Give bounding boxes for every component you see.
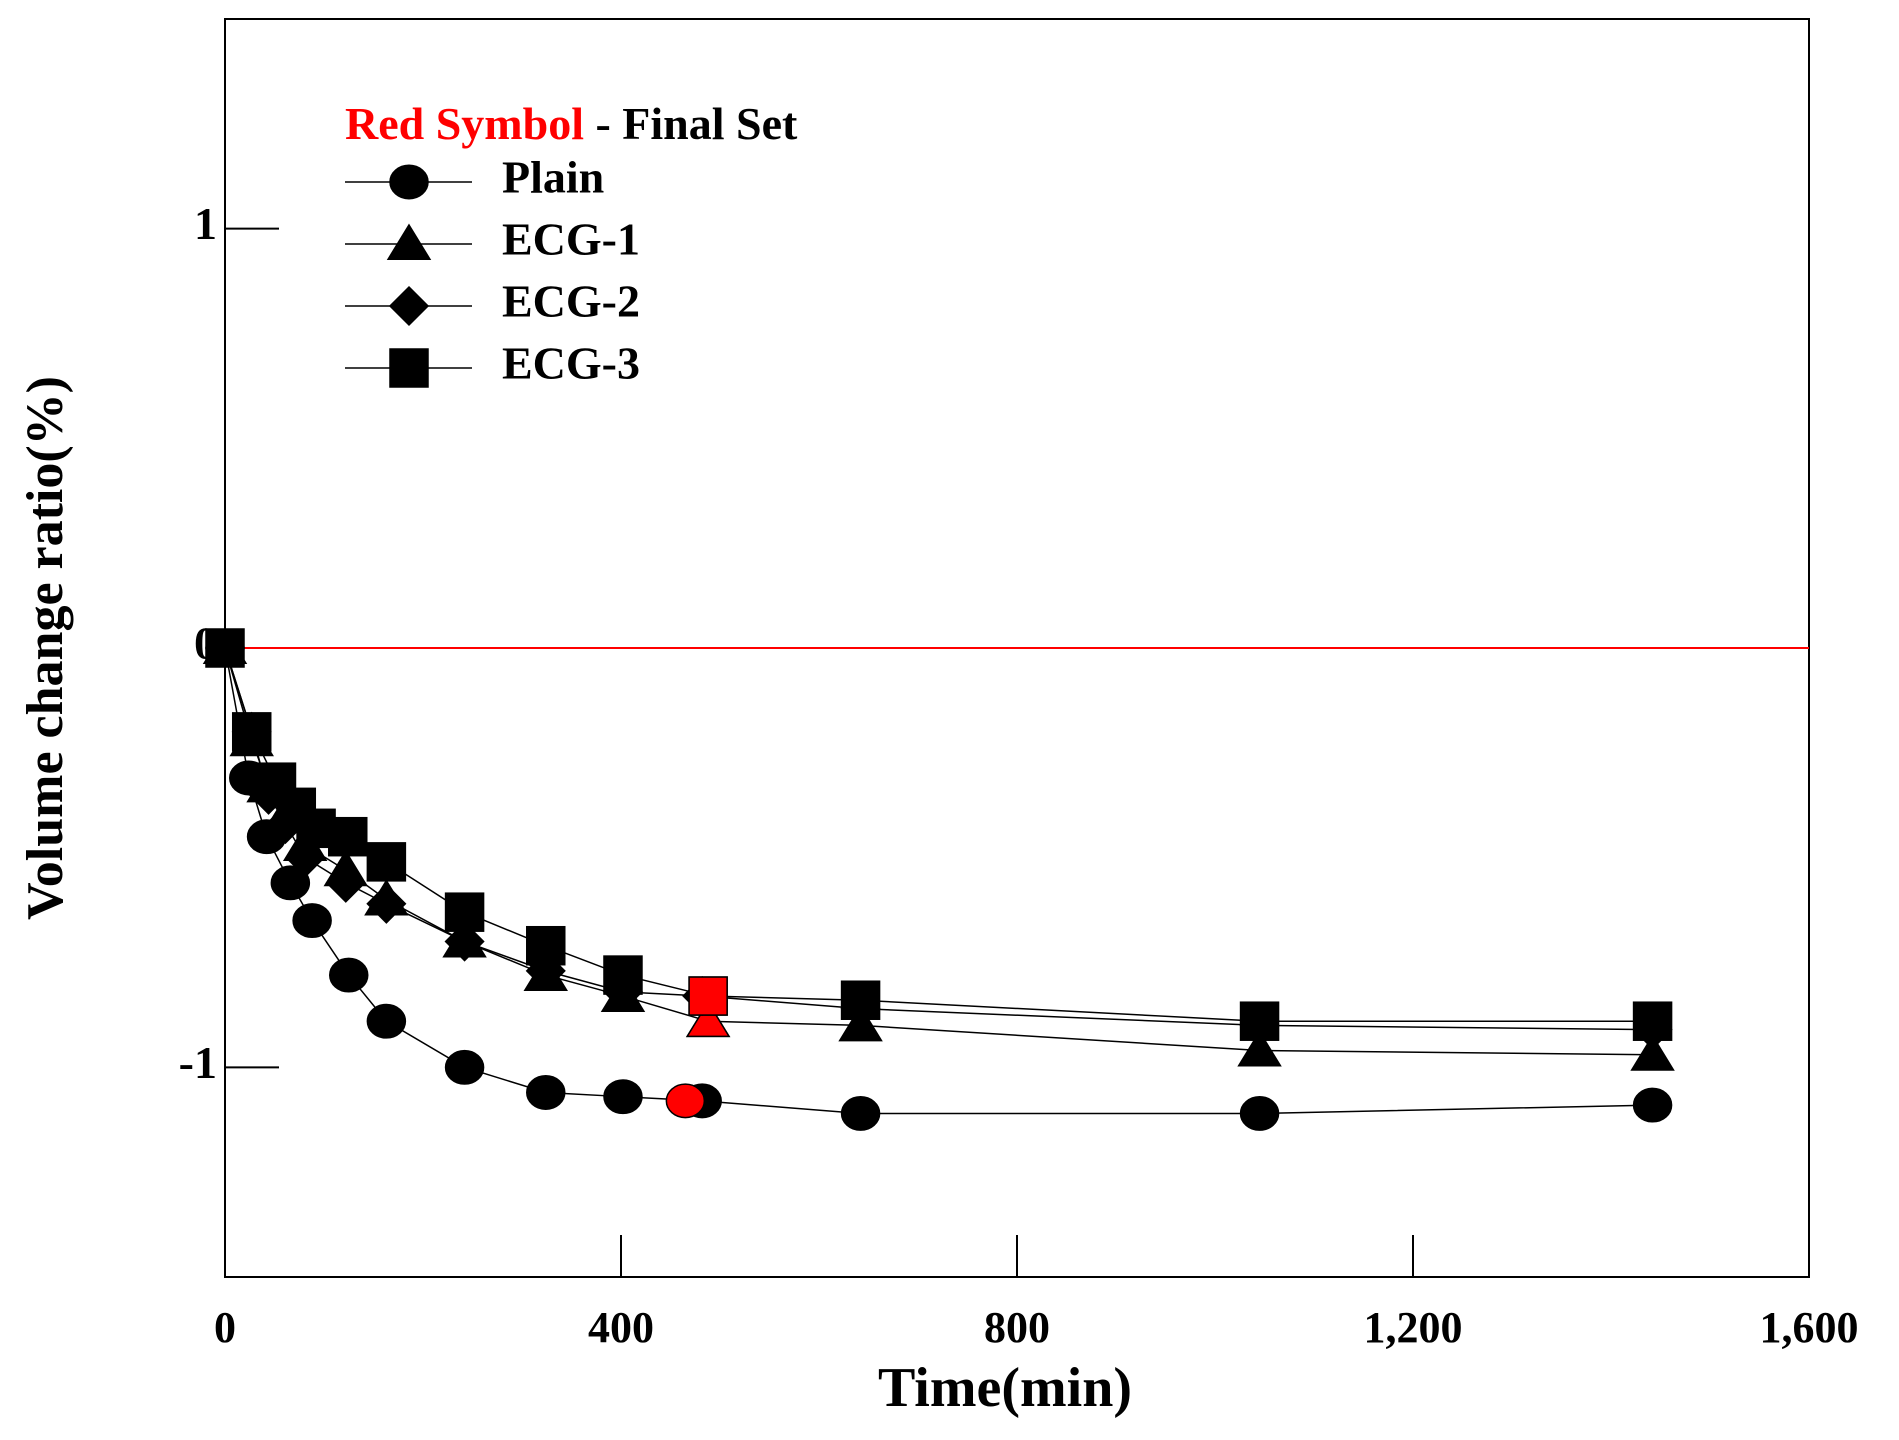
marker	[665, 1083, 706, 1119]
marker	[1632, 1087, 1673, 1123]
legend-label: ECG-1	[502, 214, 640, 265]
marker	[205, 628, 245, 668]
x-tick-label: 800	[984, 1303, 1050, 1352]
series-line	[224, 647, 1653, 1022]
marker	[444, 1049, 485, 1085]
series-line	[224, 647, 1653, 1115]
marker	[688, 976, 728, 1016]
marker	[603, 955, 643, 995]
legend-marker	[389, 164, 429, 200]
marker	[1237, 1030, 1282, 1067]
marker	[1239, 1095, 1280, 1131]
marker	[285, 837, 326, 878]
marker	[366, 883, 407, 924]
marker	[329, 957, 369, 993]
marker	[1632, 1001, 1673, 1041]
marker	[328, 816, 368, 857]
legend-title: Red Symbol - Final Set	[345, 98, 798, 149]
marker	[270, 865, 311, 901]
marker	[1630, 1034, 1675, 1071]
marker	[526, 1075, 566, 1110]
y-tick-label: -1	[179, 1037, 217, 1088]
legend-marker	[388, 285, 430, 327]
legend-title-text: - Final Set	[595, 98, 798, 149]
x-axis-label: Time(min)	[878, 1357, 1132, 1419]
x-tick-label: 0	[214, 1303, 236, 1352]
marker	[231, 712, 272, 752]
y-axis-label: Volume change ratio(%)	[17, 376, 74, 920]
x-tick-label: 1,600	[1760, 1303, 1859, 1352]
final-set-label: Red Symbol	[345, 98, 584, 149]
marker	[292, 903, 332, 939]
legend-label: Plain	[502, 152, 604, 203]
marker	[526, 925, 566, 966]
legend-marker	[389, 348, 429, 388]
series-line	[224, 647, 1653, 1056]
series-line	[224, 647, 1653, 1031]
marker	[603, 1079, 643, 1115]
x-tick-label: 400	[588, 1303, 654, 1352]
marker	[685, 1000, 731, 1038]
y-tick-label: 1	[194, 198, 217, 249]
marker	[840, 1095, 881, 1131]
marker	[1239, 1001, 1280, 1041]
marker	[840, 980, 881, 1020]
legend-label: ECG-2	[502, 276, 640, 327]
marker	[444, 921, 485, 962]
legend-label: ECG-3	[502, 338, 640, 389]
marker	[325, 862, 366, 903]
marker	[366, 842, 407, 882]
legend-marker	[386, 223, 432, 260]
marker	[444, 892, 485, 932]
x-tick-label: 1,200	[1364, 1303, 1463, 1352]
marker	[276, 787, 317, 828]
marker	[366, 1003, 407, 1039]
